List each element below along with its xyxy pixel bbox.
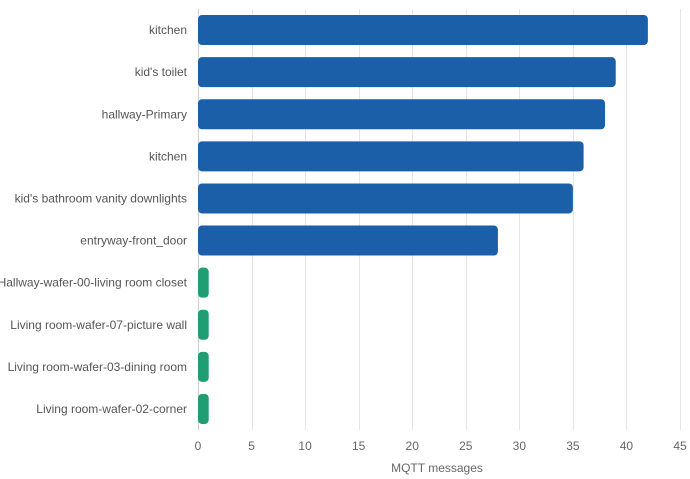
category-label: kitchen — [149, 149, 187, 163]
x-tick-label: 0 — [195, 439, 202, 453]
bar[interactable] — [198, 309, 209, 340]
bar[interactable] — [198, 141, 584, 172]
category-label: kid's toilet — [135, 65, 188, 79]
bar[interactable] — [198, 57, 616, 88]
x-axis-title: MQTT messages — [391, 461, 483, 475]
bar[interactable] — [198, 99, 606, 130]
x-tick-label: 35 — [566, 439, 580, 453]
category-label: Living room-wafer-03-dining room — [8, 360, 187, 374]
bar[interactable] — [198, 15, 648, 46]
x-tick-label: 30 — [513, 439, 527, 453]
x-tick-label: 5 — [248, 439, 255, 453]
category-label: kid's bathroom vanity downlights — [15, 191, 187, 205]
x-tick-label: 40 — [620, 439, 634, 453]
x-tick-label: 20 — [406, 439, 420, 453]
bar[interactable] — [198, 351, 209, 382]
x-tick-label: 25 — [459, 439, 473, 453]
x-tick-label: 10 — [298, 439, 312, 453]
bar[interactable] — [198, 267, 209, 298]
category-label: Living room-wafer-02-corner — [36, 402, 187, 416]
bar[interactable] — [198, 393, 209, 424]
category-labels: kitchen kid's toilet hallway-Primary kitche… — [0, 23, 188, 416]
x-tick-label: 45 — [673, 439, 687, 453]
x-tick-labels: 0 5 10 15 20 25 30 35 40 45 — [195, 439, 687, 453]
category-label: entryway-front_door — [80, 234, 187, 248]
x-tick-label: 15 — [352, 439, 366, 453]
bar[interactable] — [198, 225, 498, 256]
bar-layer — [198, 15, 648, 424]
category-label: kitchen — [149, 23, 187, 37]
category-label: Hallway-wafer-00-living room closet — [0, 276, 188, 290]
bar[interactable] — [198, 183, 573, 214]
category-label: hallway-Primary — [102, 107, 187, 121]
category-label: Living room-wafer-07-picture wall — [10, 318, 187, 332]
